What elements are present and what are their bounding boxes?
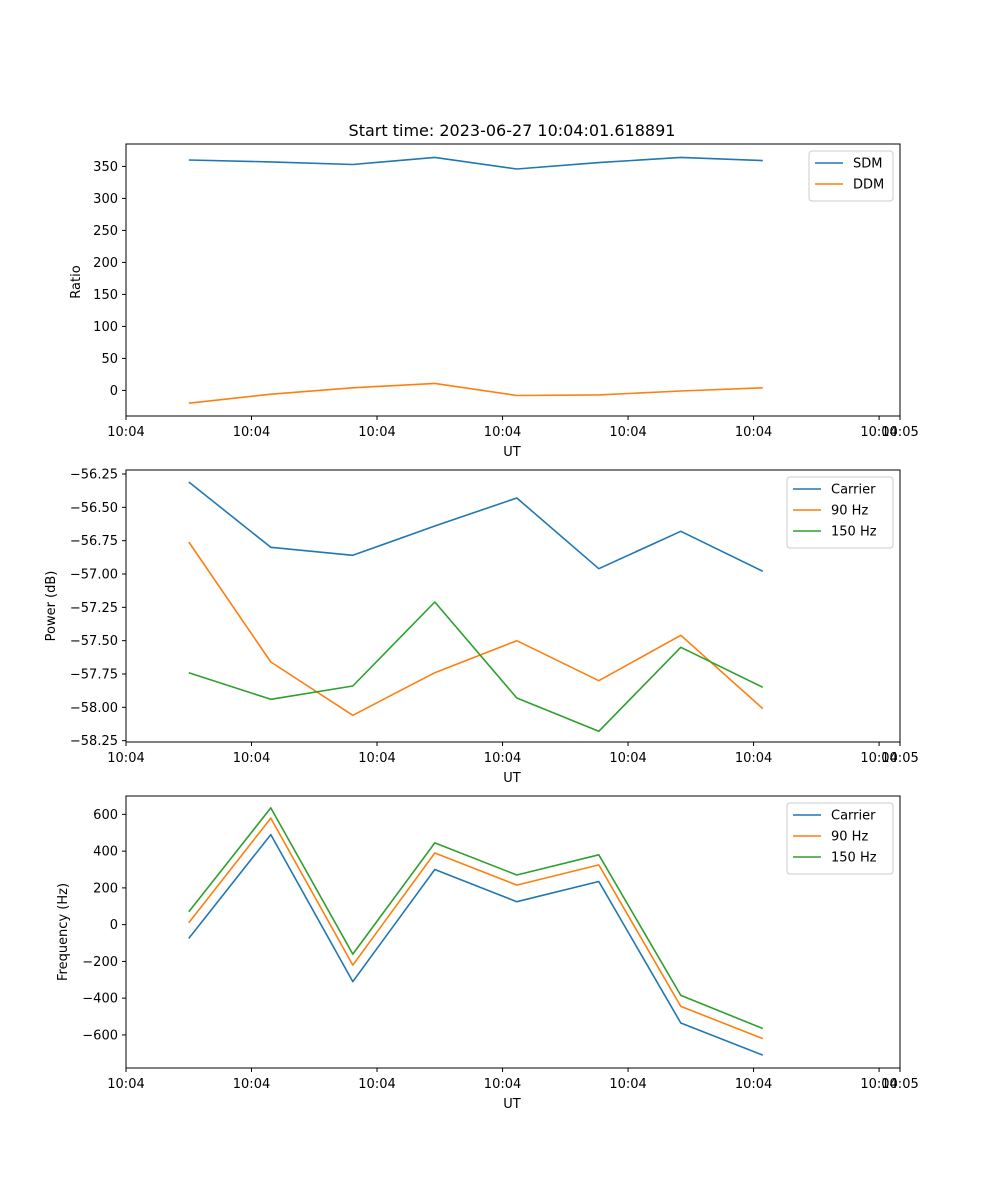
y-tick-label: −57.50 xyxy=(70,634,118,649)
series-line-sdm xyxy=(188,156,763,170)
y-tick-label: 250 xyxy=(93,224,118,239)
y-tick-label: −58.25 xyxy=(70,734,118,749)
y-axis-label: Frequency (Hz) xyxy=(56,883,71,981)
x-tick-label: 10:04 xyxy=(107,1077,144,1092)
x-tick-label: 10:04 xyxy=(484,751,521,766)
series-line-ddm xyxy=(188,382,763,404)
y-tick-label: 200 xyxy=(93,881,118,896)
y-axis-label: Power (dB) xyxy=(44,571,59,642)
y-tick-label: 600 xyxy=(93,808,118,823)
y-axis-label: Ratio xyxy=(69,265,84,298)
legend-label: Carrier xyxy=(831,483,876,498)
chart-title: Start time: 2023-06-27 10:04:01.618891 xyxy=(349,121,676,140)
axes-frame xyxy=(125,143,901,417)
x-tick-label: 10:04 xyxy=(735,751,772,766)
legend: SDM DDM xyxy=(808,150,894,202)
y-tick-label: −200 xyxy=(82,955,118,970)
y-tick-label: −56.25 xyxy=(70,468,118,483)
y-tick-label: −400 xyxy=(82,992,118,1007)
x-tick-label: 10:05 xyxy=(881,1077,918,1092)
x-tick-label: 10:05 xyxy=(881,425,918,440)
y-tick-label: −56.75 xyxy=(70,534,118,549)
y-tick-label: −56.50 xyxy=(70,501,118,516)
x-tick-label: 10:04 xyxy=(735,1077,772,1092)
y-tick-label: 350 xyxy=(93,160,118,175)
x-tick-label: 10:04 xyxy=(233,1077,270,1092)
series-line-carrier xyxy=(188,481,764,573)
x-tick-label: 10:04 xyxy=(107,425,144,440)
x-tick-label: 10:04 xyxy=(358,425,395,440)
x-axis-label: UT xyxy=(503,1097,521,1112)
axes-frame xyxy=(125,469,901,743)
legend: Carrier 90 Hz 150 Hz xyxy=(786,802,894,875)
x-tick-label: 10:04 xyxy=(484,425,521,440)
y-tick-label: 100 xyxy=(93,320,118,335)
x-tick-label: 10:04 xyxy=(233,425,270,440)
x-tick-label: 10:04 xyxy=(860,751,897,766)
y-tick-label: 200 xyxy=(93,256,118,271)
x-tick-label: 10:04 xyxy=(735,425,772,440)
x-tick-label: 10:04 xyxy=(860,425,897,440)
x-tick-label: 10:04 xyxy=(609,751,646,766)
x-tick-label: 10:04 xyxy=(484,1077,521,1092)
x-tick-label: 10:05 xyxy=(881,751,918,766)
x-axis-label: UT xyxy=(503,445,521,460)
x-tick-label: 10:04 xyxy=(358,751,395,766)
axes-frame xyxy=(125,795,901,1069)
legend-label: SDM xyxy=(853,157,882,172)
legend: Carrier 90 Hz 150 Hz xyxy=(786,476,894,549)
power-panel: UT Power (dB) 10:04 10:04 10:04 10:04 10:04 1… xyxy=(44,468,919,787)
x-axis-label: UT xyxy=(503,771,521,786)
y-tick-label: −57.00 xyxy=(70,568,118,583)
series-line-150-hz xyxy=(188,601,764,733)
x-tick-label: 10:04 xyxy=(860,1077,897,1092)
y-tick-label: −600 xyxy=(82,1028,118,1043)
x-tick-label: 10:04 xyxy=(609,1077,646,1092)
series-line-90-hz xyxy=(188,541,764,717)
legend-label: DDM xyxy=(853,178,884,193)
y-tick-label: 0 xyxy=(110,918,118,933)
legend-label: 150 Hz xyxy=(831,851,877,866)
y-tick-label: 400 xyxy=(93,845,118,860)
ratio-panel: Start time: 2023-06-27 10:04:01.618891 U… xyxy=(69,121,919,460)
legend-label: 90 Hz xyxy=(831,504,868,519)
legend-label: 90 Hz xyxy=(831,830,868,845)
legend-label: 150 Hz xyxy=(831,525,877,540)
series-line-150-hz xyxy=(188,807,764,1030)
y-tick-label: −57.25 xyxy=(70,601,118,616)
legend-label: Carrier xyxy=(831,809,876,824)
y-tick-label: −57.75 xyxy=(70,668,118,683)
y-tick-label: 0 xyxy=(110,384,118,399)
y-tick-label: 150 xyxy=(93,288,118,303)
y-tick-label: 50 xyxy=(101,352,118,367)
series-line-90-hz xyxy=(188,817,764,1040)
y-tick-label: 300 xyxy=(93,192,118,207)
x-tick-label: 10:04 xyxy=(358,1077,395,1092)
series-line-carrier xyxy=(188,833,764,1056)
frequency-panel: UT Frequency (Hz) 10:04 10:04 10:04 10:04 10… xyxy=(56,795,919,1112)
x-tick-label: 10:04 xyxy=(233,751,270,766)
x-tick-label: 10:04 xyxy=(609,425,646,440)
y-tick-label: −58.00 xyxy=(70,701,118,716)
x-tick-label: 10:04 xyxy=(107,751,144,766)
